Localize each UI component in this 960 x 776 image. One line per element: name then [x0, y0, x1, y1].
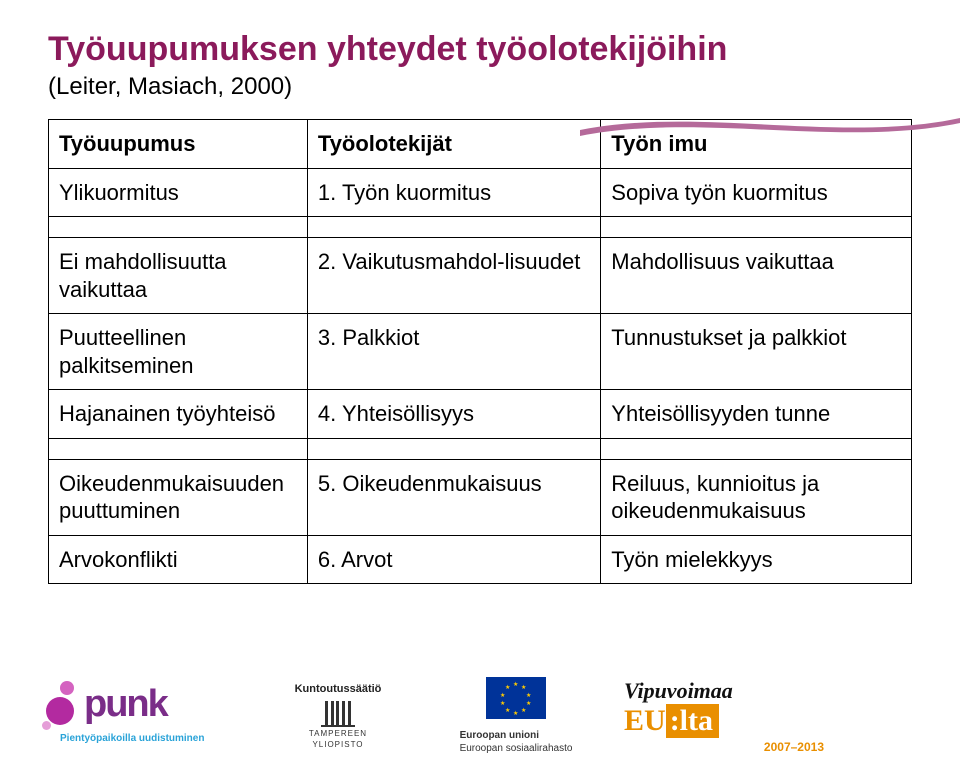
- logo-eu: ★ ★ ★ ★ ★ ★ ★ ★ ★ ★ Euroopan unioni Euro…: [436, 677, 596, 755]
- table-cell: Hajanainen työyhteisö: [49, 390, 308, 439]
- table-row: Ylikuormitus 1. Työn kuormitus Sopiva ty…: [49, 168, 912, 217]
- pillar-icon: [321, 701, 355, 727]
- tampere-label-1: TAMPEREEN: [309, 729, 367, 738]
- slide: Työuupumuksen yhteydet työolotekijöihin …: [0, 0, 960, 776]
- vipu-years: 2007–2013: [764, 740, 824, 754]
- table-header: Työn imu: [601, 120, 912, 169]
- footer-logos: punk Pientyöpaikoilla uudistuminen Kunto…: [0, 668, 960, 776]
- punk-logo-text: punk: [84, 683, 167, 726]
- slide-subtitle: (Leiter, Masiach, 2000): [48, 73, 912, 101]
- tampere-logo: TAMPEREEN YLIOPISTO: [309, 701, 367, 749]
- table-cell: Oikeudenmukaisuuden puuttuminen: [49, 459, 308, 535]
- table-row: Oikeudenmukaisuuden puuttuminen 5. Oikeu…: [49, 459, 912, 535]
- table-cell: Ylikuormitus: [49, 168, 308, 217]
- tampere-label-2: YLIOPISTO: [312, 740, 363, 749]
- table-cell: 5. Oikeudenmukaisuus: [307, 459, 600, 535]
- table-gap: [49, 438, 912, 459]
- table-cell: Puutteellinen palkitseminen: [49, 314, 308, 390]
- logo-vipuvoimaa: Vipuvoimaa EU :lta 2007–2013: [624, 678, 824, 754]
- vipu-lta: :lta: [666, 704, 719, 738]
- logo-kuntoutus-tampere: Kuntoutussäätiö TAMPEREEN YLIOPISTO: [268, 683, 408, 749]
- content-table: Työuupumus Työolotekijät Työn imu Ylikuo…: [48, 119, 912, 584]
- table-header: Työolotekijät: [307, 120, 600, 169]
- eu-flag-icon: ★ ★ ★ ★ ★ ★ ★ ★ ★ ★: [486, 677, 546, 719]
- kuntoutus-label: Kuntoutussäätiö: [295, 683, 382, 695]
- vipu-top: Vipuvoimaa: [624, 678, 733, 704]
- table-cell: Tunnustukset ja palkkiot: [601, 314, 912, 390]
- table-header: Työuupumus: [49, 120, 308, 169]
- table-cell: Reiluus, kunnioitus ja oikeudenmukaisuus: [601, 459, 912, 535]
- table-cell: 6. Arvot: [307, 535, 600, 584]
- table-cell: 3. Palkkiot: [307, 314, 600, 390]
- logo-punk: punk Pientyöpaikoilla uudistuminen: [40, 671, 240, 761]
- table-cell: Sopiva työn kuormitus: [601, 168, 912, 217]
- table-row: Puutteellinen palkitseminen 3. Palkkiot …: [49, 314, 912, 390]
- table-header-row: Työuupumus Työolotekijät Työn imu: [49, 120, 912, 169]
- table-cell: 4. Yhteisöllisyys: [307, 390, 600, 439]
- table-gap: [49, 217, 912, 238]
- table-row: Arvokonflikti 6. Arvot Työn mielekkyys: [49, 535, 912, 584]
- table-cell: Mahdollisuus vaikuttaa: [601, 238, 912, 314]
- table-cell: Ei mahdollisuutta vaikuttaa: [49, 238, 308, 314]
- vipu-eu: EU: [624, 704, 666, 738]
- punk-logo-sub: Pientyöpaikoilla uudistuminen: [60, 733, 204, 744]
- table-row: Hajanainen työyhteisö 4. Yhteisöllisyys …: [49, 390, 912, 439]
- table-cell: Työn mielekkyys: [601, 535, 912, 584]
- eu-line1: Euroopan unioni: [460, 729, 573, 742]
- eu-text: Euroopan unioni Euroopan sosiaalirahasto: [460, 729, 573, 755]
- table-cell: Yhteisöllisyyden tunne: [601, 390, 912, 439]
- table-row: Ei mahdollisuutta vaikuttaa 2. Vaikutusm…: [49, 238, 912, 314]
- eu-line2: Euroopan sosiaalirahasto: [460, 742, 573, 755]
- table-cell: 1. Työn kuormitus: [307, 168, 600, 217]
- table-cell: Arvokonflikti: [49, 535, 308, 584]
- slide-title: Työuupumuksen yhteydet työolotekijöihin: [48, 30, 912, 69]
- table-cell: 2. Vaikutusmahdol-lisuudet: [307, 238, 600, 314]
